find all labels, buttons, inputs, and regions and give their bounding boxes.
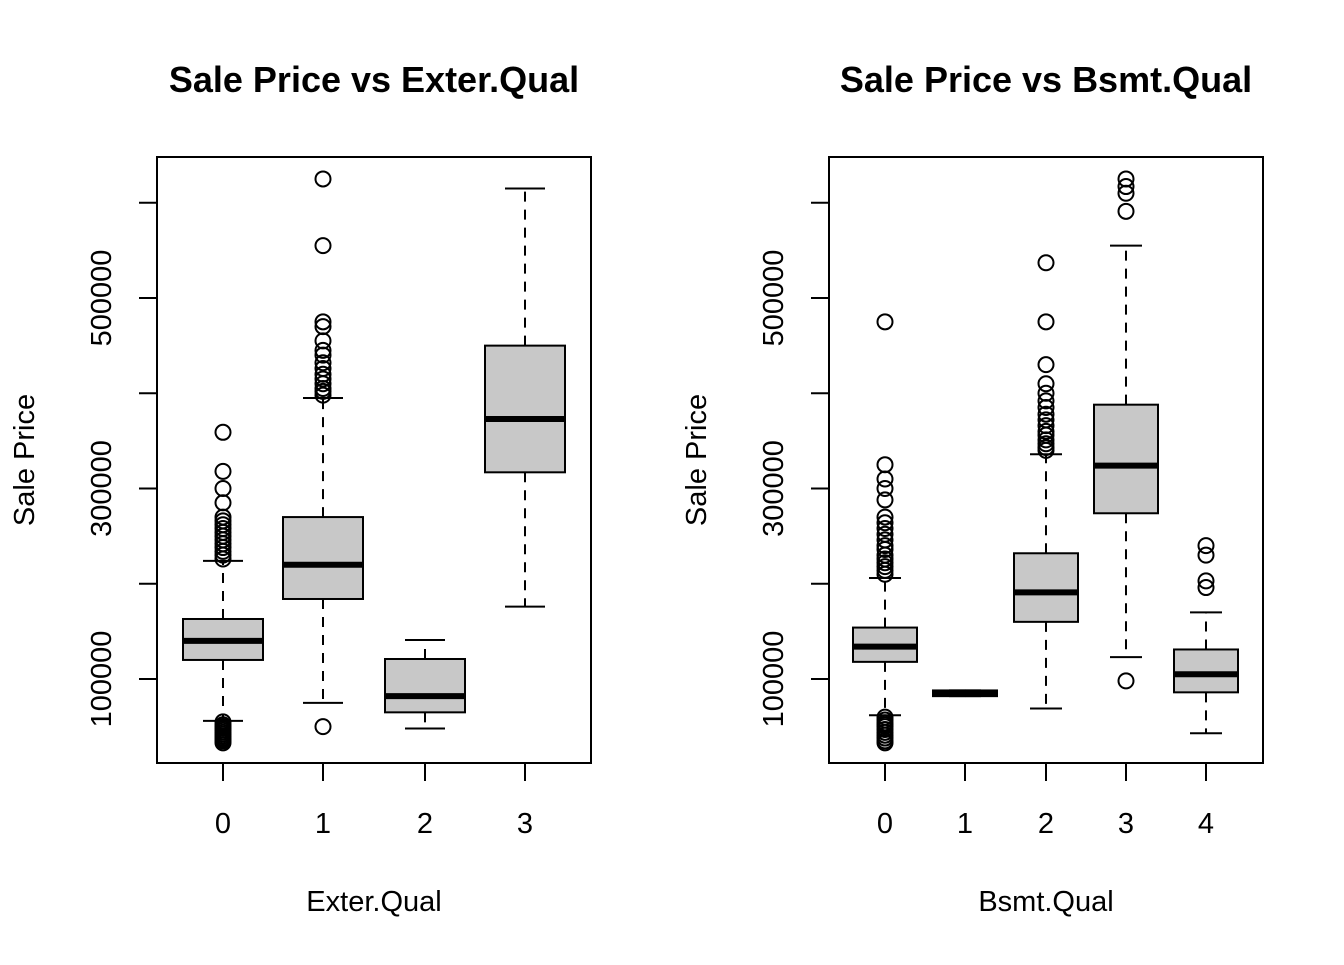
chart-panel-exter-qual: Sale Price vs Exter.Qual Exter.Qual Sale…	[9, 59, 592, 918]
iqr-box	[282, 516, 364, 600]
x-tick-label: 0	[215, 808, 231, 840]
iqr-box	[384, 657, 466, 714]
outlier-point	[314, 170, 332, 188]
outlier-point	[214, 494, 232, 512]
x-tick-label: 4	[1198, 808, 1214, 840]
outlier-point	[314, 332, 332, 350]
x-axis-label: Bsmt.Qual	[978, 886, 1113, 918]
y-tick-label: 300000	[86, 440, 118, 537]
box-2	[384, 638, 466, 730]
x-tick-label: 0	[877, 808, 893, 840]
outlier-point	[214, 462, 232, 480]
outlier-point	[214, 423, 232, 441]
outlier-point	[314, 370, 332, 388]
outlier-point	[314, 318, 332, 336]
outlier-point	[876, 456, 894, 474]
plot-area: 100000 300000 500000 0 1 2 3	[86, 156, 592, 840]
outlier-point	[214, 480, 232, 497]
box-3	[484, 187, 566, 608]
outlier-point	[1037, 254, 1055, 272]
outlier-point	[1197, 537, 1215, 555]
outlier-point	[876, 470, 894, 488]
chart-title: Sale Price vs Bsmt.Qual	[840, 59, 1252, 100]
iqr-box	[1013, 552, 1079, 623]
outlier-point	[314, 237, 332, 255]
outlier-point	[1037, 405, 1055, 423]
y-tick-label: 500000	[758, 250, 790, 347]
outlier-point	[876, 313, 894, 331]
outlier-point	[1197, 579, 1215, 597]
outlier-point	[314, 341, 332, 359]
box-0	[182, 423, 264, 752]
outlier-point	[1037, 392, 1055, 410]
outlier-point	[876, 525, 894, 543]
outlier-point	[1037, 375, 1055, 393]
chart-panel-bsmt-qual: Sale Price vs Bsmt.Qual Bsmt.Qual Sale P…	[681, 59, 1264, 918]
x-tick-label: 1	[315, 808, 331, 840]
outlier-point	[1117, 170, 1135, 188]
x-tick-label: 2	[417, 808, 433, 840]
outlier-point	[876, 520, 894, 538]
outlier-point	[876, 491, 894, 509]
outlier-point	[314, 313, 332, 331]
outlier-point	[314, 718, 332, 736]
y-axis-label: Sale Price	[681, 394, 713, 526]
outlier-point	[1037, 411, 1055, 429]
y-tick-label: 100000	[758, 631, 790, 728]
y-tick-label: 500000	[86, 250, 118, 347]
plot-area: 100000 300000 500000 0 1 2 3 4	[758, 156, 1264, 840]
outlier-point	[876, 514, 894, 532]
outlier-point	[1117, 672, 1135, 690]
outlier-point	[876, 480, 894, 497]
outlier-point	[314, 365, 332, 383]
outlier-point	[876, 531, 894, 549]
outlier-point	[1197, 572, 1215, 590]
outlier-point	[876, 734, 894, 752]
outlier-point	[1037, 356, 1055, 374]
outlier-point	[1037, 422, 1055, 440]
y-axis-label: Sale Price	[9, 394, 41, 526]
box-0	[852, 313, 918, 752]
box-1	[282, 170, 364, 736]
outlier-point	[314, 354, 332, 372]
iqr-box	[484, 344, 566, 474]
chart-title: Sale Price vs Exter.Qual	[169, 59, 579, 100]
outlier-point	[876, 537, 894, 555]
outlier-point	[1117, 202, 1135, 220]
y-tick-label: 100000	[86, 631, 118, 728]
box-2	[1013, 254, 1079, 710]
outlier-point	[1037, 417, 1055, 435]
box-3	[1093, 170, 1159, 690]
outlier-point	[314, 359, 332, 377]
outlier-point	[1197, 546, 1215, 564]
iqr-box	[1093, 403, 1159, 515]
iqr-box	[1173, 648, 1239, 694]
box-1	[932, 689, 998, 698]
x-tick-label: 3	[517, 808, 533, 840]
outlier-point	[1117, 178, 1135, 196]
x-tick-label: 3	[1118, 808, 1134, 840]
x-tick-label: 2	[1038, 808, 1054, 840]
outlier-point	[1037, 384, 1055, 402]
y-tick-label: 300000	[758, 440, 790, 537]
x-axis-label: Exter.Qual	[306, 886, 441, 918]
x-tick-label: 1	[957, 808, 973, 840]
box-4	[1173, 537, 1239, 735]
outlier-point	[876, 508, 894, 526]
outlier-point	[214, 734, 232, 752]
outlier-point	[1037, 313, 1055, 331]
